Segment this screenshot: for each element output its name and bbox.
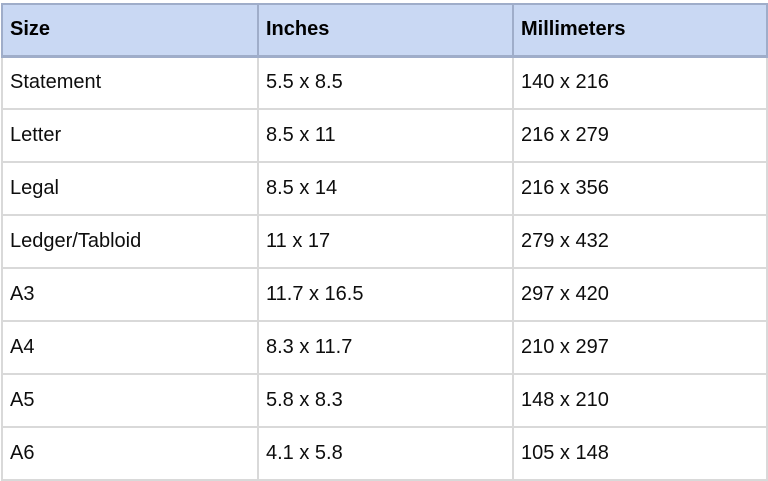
table-cell: Ledger/Tabloid — [1, 214, 259, 269]
table-cell: 216 x 279 — [512, 108, 768, 163]
table-cell: 8.5 x 14 — [257, 161, 514, 216]
table-cell: 148 x 210 — [512, 373, 768, 428]
table-row: Ledger/Tabloid 11 x 17 279 x 432 — [1, 214, 768, 269]
table-row: A3 11.7 x 16.5 297 x 420 — [1, 267, 768, 322]
column-header-inches: Inches — [257, 3, 514, 58]
table-cell: 5.8 x 8.3 — [257, 373, 514, 428]
table-row: Letter 8.5 x 11 216 x 279 — [1, 108, 768, 163]
table-row: A6 4.1 x 5.8 105 x 148 — [1, 426, 768, 481]
table-cell: 140 x 216 — [512, 55, 768, 110]
table-cell: 8.5 x 11 — [257, 108, 514, 163]
paper-sizes-table: Size Inches Millimeters Statement 5.5 x 8… — [1, 3, 768, 481]
table-cell: A5 — [1, 373, 259, 428]
table-cell: 216 x 356 — [512, 161, 768, 216]
table-cell: 105 x 148 — [512, 426, 768, 481]
table-row: A5 5.8 x 8.3 148 x 210 — [1, 373, 768, 428]
table-cell: Legal — [1, 161, 259, 216]
table-row: Statement 5.5 x 8.5 140 x 216 — [1, 55, 768, 110]
table-cell: Letter — [1, 108, 259, 163]
table-cell: A3 — [1, 267, 259, 322]
column-header-millimeters: Millimeters — [512, 3, 768, 58]
table-cell: Statement — [1, 55, 259, 110]
table-cell: A6 — [1, 426, 259, 481]
table-cell: 210 x 297 — [512, 320, 768, 375]
header-row: Size Inches Millimeters — [1, 3, 768, 58]
table-body: Statement 5.5 x 8.5 140 x 216 Letter 8.5 x 1… — [1, 55, 768, 481]
table-cell: 5.5 x 8.5 — [257, 55, 514, 110]
table-cell: 279 x 432 — [512, 214, 768, 269]
table-cell: 4.1 x 5.8 — [257, 426, 514, 481]
table-cell: 11 x 17 — [257, 214, 514, 269]
table-cell: 11.7 x 16.5 — [257, 267, 514, 322]
table-row: A4 8.3 x 11.7 210 x 297 — [1, 320, 768, 375]
table-cell: 8.3 x 11.7 — [257, 320, 514, 375]
table-cell: 297 x 420 — [512, 267, 768, 322]
table-cell: A4 — [1, 320, 259, 375]
column-header-size: Size — [1, 3, 259, 58]
table-container: Size Inches Millimeters Statement 5.5 x 8… — [1, 3, 768, 481]
table-row: Legal 8.5 x 14 216 x 356 — [1, 161, 768, 216]
